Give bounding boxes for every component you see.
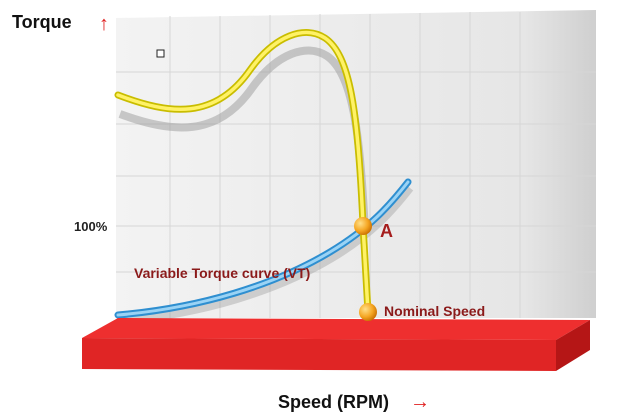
chart-floor-side: [556, 320, 590, 371]
series-line-vt-highlight: [116, 180, 410, 317]
vt-curve-shadow: [119, 185, 414, 325]
y-tick-label-100: 100%: [74, 219, 108, 234]
series-line-torque-highlight: [116, 30, 370, 314]
y-axis-arrow: ↑: [99, 13, 109, 35]
point-a-marker: [354, 217, 372, 235]
chart-floor-front: [82, 338, 556, 371]
nominal-speed-label: Nominal Speed: [384, 303, 485, 319]
x-axis-title: Speed (RPM): [278, 392, 389, 412]
vt-curve-label: Variable Torque curve (VT): [134, 265, 310, 281]
nominal-speed-marker: [359, 303, 377, 321]
small-square-marker: [156, 49, 165, 58]
chart-floor-top: [82, 318, 590, 340]
point-a-label: A: [380, 221, 393, 241]
y-axis-title: Torque: [12, 12, 72, 32]
x-axis-arrow: →: [410, 391, 430, 413]
